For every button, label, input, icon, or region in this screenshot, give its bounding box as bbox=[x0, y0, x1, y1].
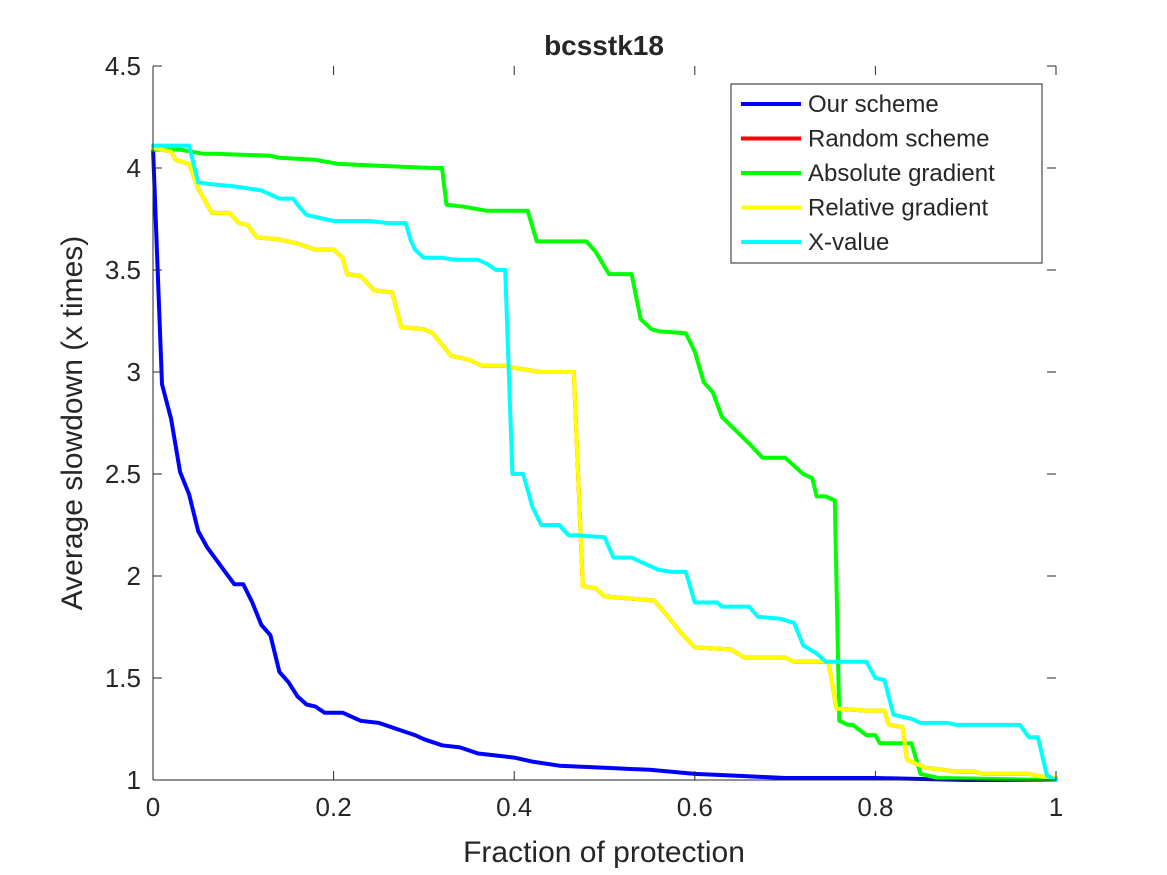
y-tick-label: 1.5 bbox=[105, 663, 141, 693]
y-tick-label: 3 bbox=[127, 357, 141, 387]
axes bbox=[152, 66, 1056, 781]
legend-label: Absolute gradient bbox=[808, 160, 995, 187]
series-line-x-value bbox=[151, 143, 1058, 782]
x-tick-label: 1 bbox=[1049, 792, 1063, 822]
y-tick-label: 2.5 bbox=[105, 459, 141, 489]
legend-label: Random scheme bbox=[808, 126, 989, 153]
y-tick-label: 1 bbox=[127, 765, 141, 795]
legend-label: X-value bbox=[808, 229, 889, 256]
x-tick-label: 0 bbox=[146, 792, 160, 822]
x-tick-label: 0.2 bbox=[316, 792, 352, 822]
x-tick-label: 0.4 bbox=[496, 792, 532, 822]
legend-label: Our scheme bbox=[808, 91, 939, 118]
x-axis-label: Fraction of protection bbox=[463, 836, 745, 869]
series-line-relative-gradient bbox=[151, 145, 1058, 780]
y-axis-label: Average slowdown (x times) bbox=[56, 236, 89, 611]
legend: Our scheme Random scheme Absolute gradient… bbox=[730, 83, 1043, 264]
legend-label: Relative gradient bbox=[808, 195, 988, 222]
series-line-absolute-gradient bbox=[151, 147, 1058, 782]
y-tick-label: 2 bbox=[127, 561, 141, 591]
x-tick-label: 0.8 bbox=[857, 792, 893, 822]
series-layer bbox=[151, 143, 1058, 782]
series-line-our-scheme bbox=[151, 145, 1058, 782]
y-ticks: 1 1.5 2 2.5 3 3.5 4 4.5 bbox=[105, 51, 1056, 795]
x-ticks: 0 0.2 0.4 0.6 0.8 1 bbox=[146, 66, 1063, 822]
y-tick-label: 3.5 bbox=[105, 255, 141, 285]
y-tick-label: 4.5 bbox=[105, 51, 141, 81]
chart-title: bcsstk18 bbox=[544, 30, 664, 61]
x-tick-label: 0.6 bbox=[677, 792, 713, 822]
y-tick-label: 4 bbox=[127, 153, 141, 183]
